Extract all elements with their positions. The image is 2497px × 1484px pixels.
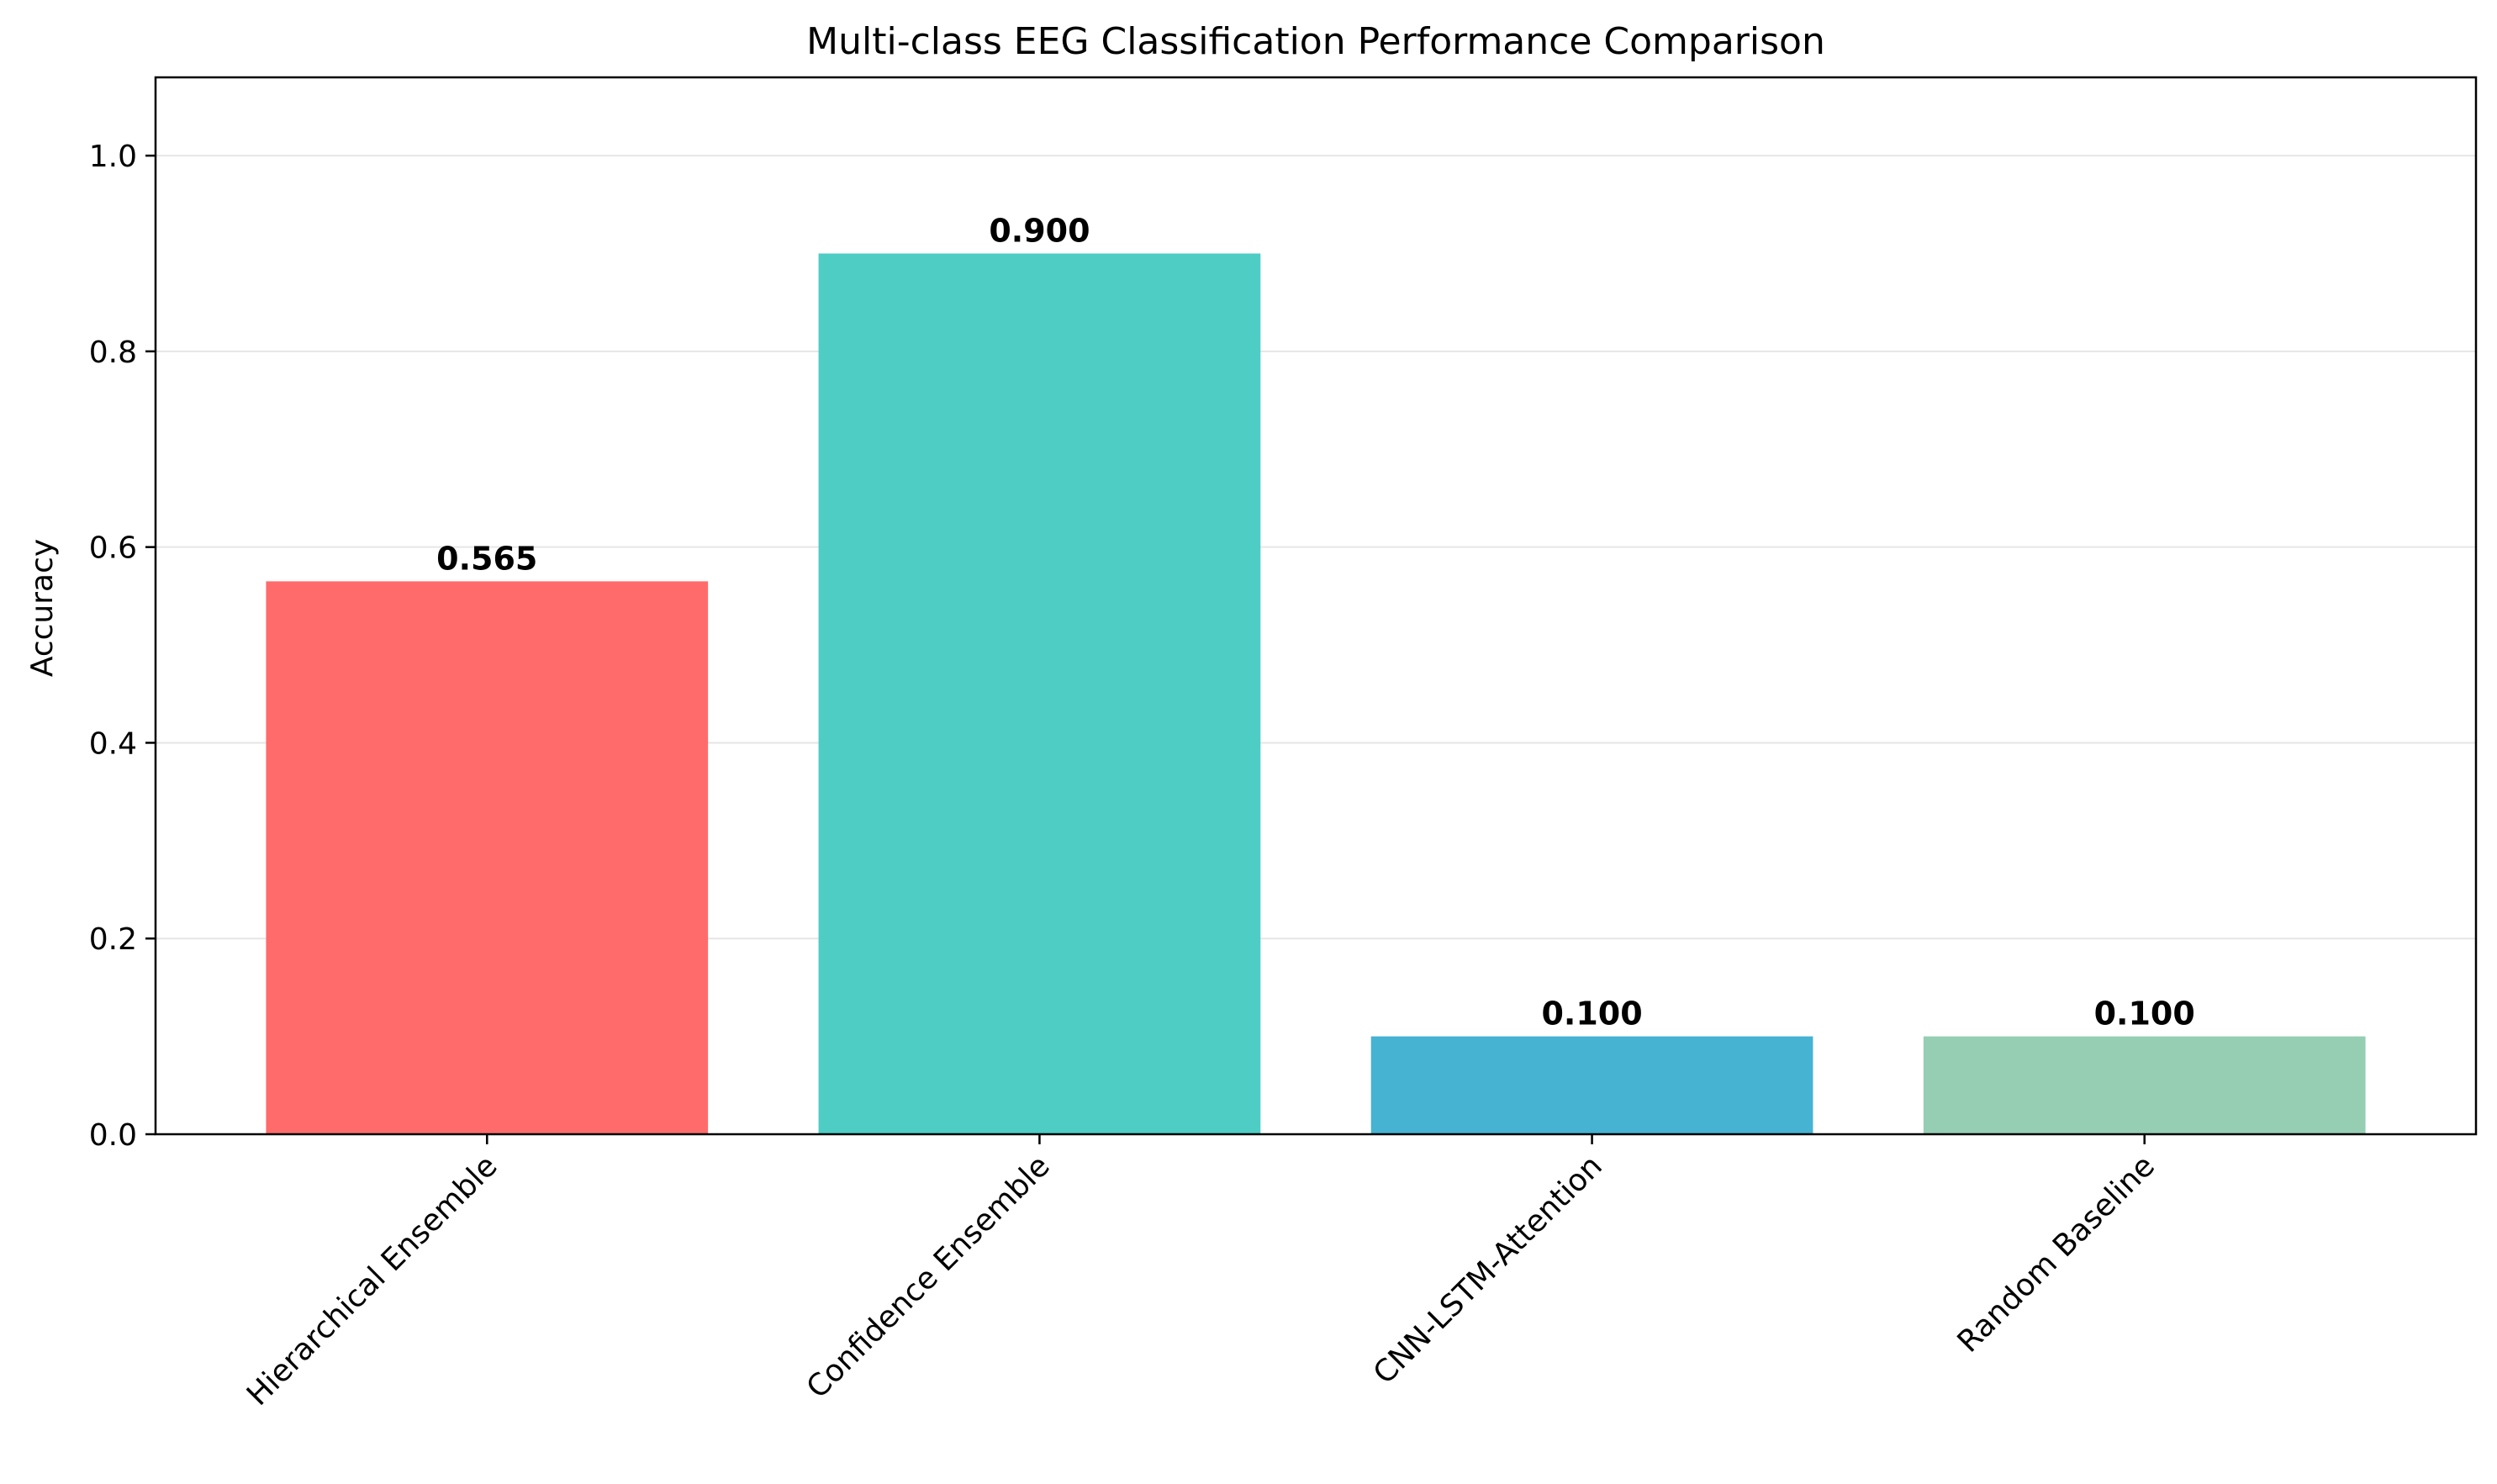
bar-value-label: 0.900 [989, 213, 1090, 250]
plot-frame [154, 76, 2478, 1136]
y-tick-label: 0.4 [89, 726, 137, 761]
y-tick-label: 1.0 [89, 140, 137, 174]
x-tick-label: CNN-LSTM-Attention [1367, 1149, 1609, 1391]
bar-value-label: 0.100 [1541, 995, 1642, 1032]
x-tick-label: Hierarchical Ensemble [240, 1149, 504, 1413]
y-axis-label: Accuracy [25, 539, 60, 677]
data-labels: 0.565 0.900 0.100 0.100 [436, 213, 2195, 1032]
bar-value-label: 0.100 [2094, 995, 2195, 1032]
y-tick-label: 0.2 [89, 922, 137, 957]
bar [1370, 1036, 1813, 1134]
bar [1923, 1036, 2366, 1134]
chart-title: Multi-class EEG Classification Performan… [806, 20, 1825, 63]
x-axis: Hierarchical Ensemble Confidence Ensemble… [240, 1134, 2162, 1413]
bar [818, 253, 1261, 1134]
y-tick-label: 0.0 [89, 1118, 137, 1153]
y-tick-label: 0.6 [89, 531, 137, 566]
bar [266, 581, 709, 1134]
bars [266, 253, 2366, 1134]
y-axis: 0.0 0.2 0.4 0.6 0.8 1.0 [89, 140, 156, 1153]
bar-value-label: 0.565 [436, 540, 537, 577]
x-tick-label: Random Baseline [1951, 1149, 2162, 1359]
y-tick-label: 0.8 [89, 335, 137, 370]
x-tick-label: Confidence Ensemble [800, 1149, 1057, 1405]
